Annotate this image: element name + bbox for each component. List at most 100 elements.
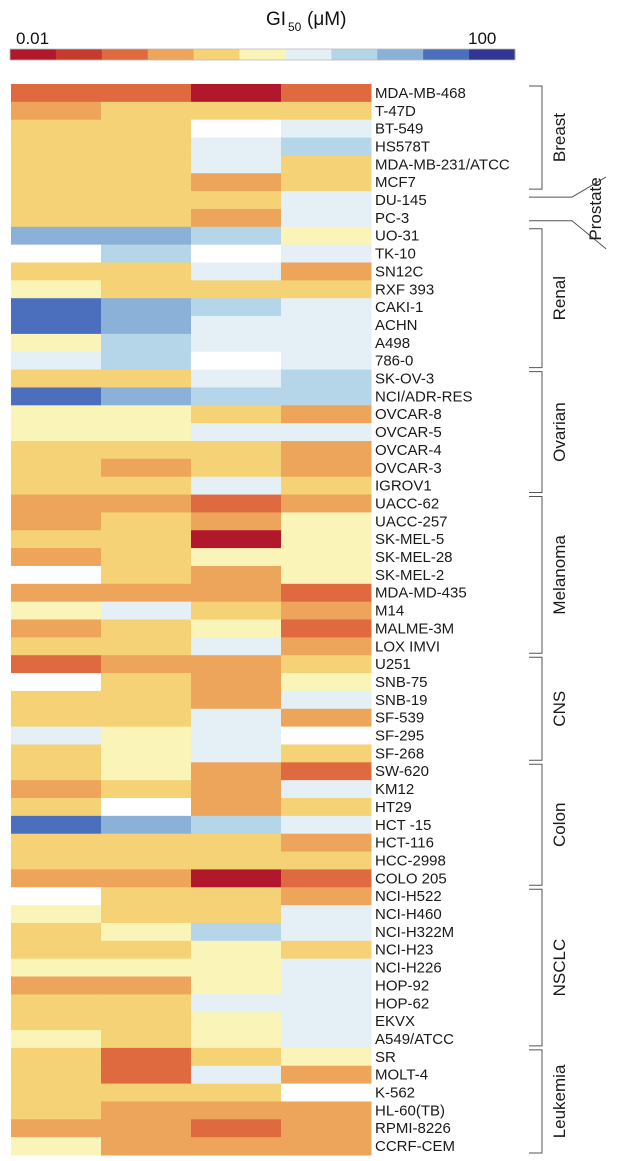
- heatmap-cell: [191, 530, 282, 549]
- heatmap-cell: [11, 173, 102, 192]
- heatmap-cell: [101, 476, 192, 496]
- heatmap-cell: [191, 690, 282, 710]
- heatmap-cell: [101, 173, 192, 192]
- row-label: NCI-H23: [375, 942, 433, 959]
- heatmap-cell: [101, 958, 192, 977]
- row-label: NCI-H522: [375, 888, 442, 905]
- heatmap-cell: [191, 1101, 282, 1120]
- heatmap-cell: [281, 84, 372, 103]
- heatmap-cell: [191, 1030, 282, 1049]
- heatmap-cell: [101, 655, 192, 674]
- group-bracket: [529, 888, 543, 1047]
- color-scale-segment: [239, 49, 286, 60]
- heatmap-cell: [11, 744, 102, 763]
- heatmap-cell: [191, 298, 282, 317]
- row-label: EKVX: [375, 1013, 415, 1030]
- heatmap-cell: [11, 298, 102, 317]
- heatmap-cell: [11, 583, 102, 603]
- row-label: OVCAR-8: [375, 406, 442, 423]
- heatmap-cell: [11, 262, 102, 281]
- heatmap-cell: [101, 316, 192, 335]
- heatmap-cell: [101, 565, 192, 585]
- row-label: OVCAR-4: [375, 442, 442, 459]
- heatmap-cell: [101, 244, 192, 263]
- heatmap-cell: [191, 262, 282, 281]
- heatmap-cell: [191, 994, 282, 1013]
- heatmap-cell: [191, 1047, 282, 1067]
- row-label: A498: [375, 335, 410, 352]
- heatmap-cell: [281, 905, 372, 924]
- heatmap-cell: [11, 494, 102, 513]
- heatmap-cell: [191, 958, 282, 977]
- heatmap-cell: [101, 405, 192, 424]
- row-label: SK-MEL-28: [375, 549, 453, 566]
- row-label: MDA-MB-231/ATCC: [375, 156, 510, 173]
- heatmap-cell: [101, 119, 192, 139]
- heatmap-cell: [11, 565, 102, 585]
- heatmap-cell: [281, 405, 372, 424]
- heatmap-cell: [281, 494, 372, 513]
- heatmap-cell: [191, 655, 282, 674]
- heatmap-cell: [281, 744, 372, 763]
- heatmap-cell: [11, 655, 102, 674]
- heatmap-cell: [11, 530, 102, 549]
- heatmap-cell: [281, 333, 372, 353]
- scale-min-label: 0.01: [16, 29, 49, 48]
- heatmap-cell: [191, 976, 282, 995]
- heatmap-cell: [11, 922, 102, 942]
- row-label: SK-MEL-5: [375, 531, 444, 548]
- heatmap-cell: [281, 708, 372, 728]
- heatmap-cell: [101, 458, 192, 478]
- heatmap-cell: [281, 101, 372, 121]
- heatmap-cell: [191, 887, 282, 906]
- row-label: MDA-MD-435: [375, 585, 467, 602]
- heatmap-cell: [11, 637, 102, 656]
- heatmap-cell: [101, 726, 192, 745]
- row-label: HCC-2998: [375, 852, 446, 869]
- heatmap-cell: [191, 1065, 282, 1085]
- heatmap-cell: [281, 387, 372, 406]
- group-label: Leukemia: [550, 1064, 569, 1138]
- group-label: NSCLC: [550, 939, 569, 997]
- row-label: NCI-H322M: [375, 924, 454, 941]
- heatmap-cell: [281, 619, 372, 638]
- row-label: MALME-3M: [375, 620, 454, 637]
- row-label: LOX IMVI: [375, 638, 440, 655]
- heatmap-cell: [191, 1012, 282, 1031]
- heatmap-cell: [281, 458, 372, 478]
- row-label: SK-OV-3: [375, 371, 434, 388]
- heatmap-cell: [11, 387, 102, 406]
- heatmap-cell: [281, 833, 372, 853]
- row-label: HOP-92: [375, 977, 429, 994]
- heatmap-cell: [101, 155, 192, 174]
- heatmap-cell: [191, 191, 282, 210]
- row-label: SW-620: [375, 763, 429, 780]
- heatmap-cell: [101, 780, 192, 799]
- heatmap-cell: [281, 762, 372, 781]
- heatmap-cell: [101, 1101, 192, 1120]
- heatmap-cell: [191, 405, 282, 424]
- heatmap-cell: [281, 262, 372, 281]
- heatmap-cell: [281, 869, 372, 888]
- heatmap-cell: [101, 690, 192, 710]
- color-scale-border: [9, 48, 516, 61]
- color-scale-segment: [423, 49, 470, 60]
- row-label: MCF7: [375, 174, 416, 191]
- heatmap-cell: [101, 833, 192, 853]
- heatmap-cell: [101, 1137, 192, 1156]
- heatmap-cell: [281, 922, 372, 942]
- heatmap-cell: [11, 1030, 102, 1049]
- heatmap-cell: [191, 940, 282, 960]
- heatmap-cell: [191, 726, 282, 745]
- heatmap-cell: [281, 191, 372, 210]
- heatmap-cell: [11, 137, 102, 156]
- heatmap-cell: [191, 851, 282, 870]
- row-label: CCRF-CEM: [375, 1138, 455, 1155]
- heatmap-cell: [101, 1047, 192, 1067]
- color-scale-segment: [469, 49, 516, 60]
- group-label: Breast: [550, 113, 569, 162]
- heatmap-cell: [101, 905, 192, 924]
- row-label: OVCAR-3: [375, 460, 442, 477]
- color-scale-bar: [9, 48, 516, 61]
- row-label: NCI-H460: [375, 906, 442, 923]
